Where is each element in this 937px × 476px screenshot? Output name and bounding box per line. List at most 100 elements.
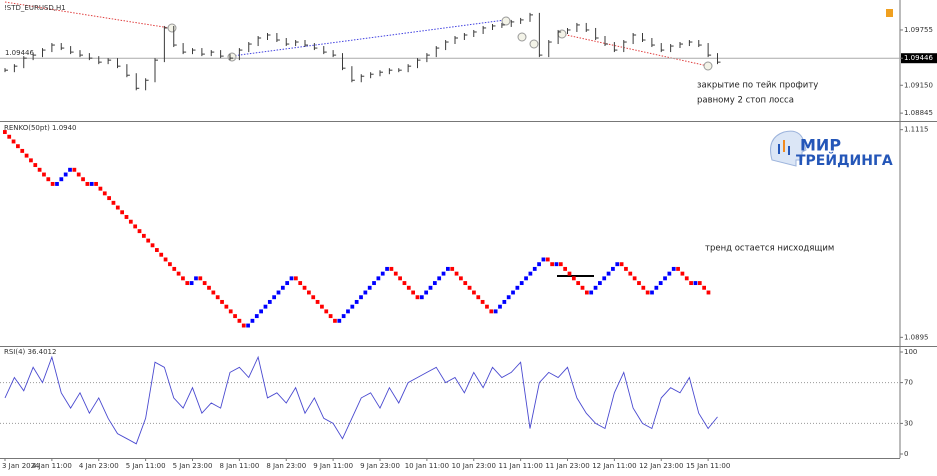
renko-brick (554, 262, 559, 267)
renko-brick (385, 266, 389, 271)
renko-brick (228, 309, 233, 314)
renko-brick (16, 144, 20, 149)
renko-brick (289, 276, 294, 281)
renko-brick (24, 153, 29, 158)
renko-brick (359, 295, 363, 300)
renko-brick (511, 290, 515, 295)
renko-brick (485, 304, 489, 309)
renko-brick (194, 276, 198, 281)
renko-brick (259, 309, 263, 314)
renko-brick (324, 309, 329, 314)
renko-brick (502, 299, 507, 304)
renko-brick (3, 130, 7, 134)
renko-brick (211, 290, 216, 295)
renko-brick (402, 281, 407, 286)
renko-brick (411, 290, 416, 295)
renko-brick (641, 285, 646, 290)
renko-brick (650, 290, 654, 295)
y-tick-label: 1.09755 (904, 26, 933, 34)
renko-brick (107, 196, 111, 201)
renko-brick (42, 172, 46, 177)
renko-brick (102, 191, 107, 196)
renko-brick (111, 200, 116, 205)
logo-candle (788, 146, 790, 155)
renko-brick (76, 172, 81, 177)
renko-brick (589, 290, 594, 295)
renko-brick (172, 266, 177, 271)
renko-brick (454, 271, 459, 276)
renko-brick (254, 314, 259, 319)
trade-marker (167, 23, 177, 33)
x-tick-label: 3 Jan 2024 (2, 462, 40, 470)
renko-brick (624, 266, 628, 271)
x-tick-label: 12 Jan 23:00 (639, 462, 683, 470)
renko-brick (293, 276, 298, 281)
renko-brick (450, 266, 455, 271)
renko-brick (472, 290, 476, 295)
renko-brick (606, 271, 611, 276)
trade-line (231, 19, 506, 57)
renko-brick (706, 290, 711, 295)
renko-brick (380, 271, 385, 276)
renko-brick (658, 281, 663, 286)
renko-brick (506, 295, 511, 300)
pane-title: RENKO(50pt) 1.0940 (4, 124, 77, 132)
renko-brick (315, 299, 320, 304)
renko-brick (29, 158, 33, 163)
renko-brick (697, 281, 702, 286)
renko-brick (346, 309, 350, 314)
renko-brick (159, 252, 164, 257)
renko-brick (85, 181, 90, 186)
renko-brick (684, 276, 689, 281)
trade-markers (167, 16, 713, 71)
renko-brick (302, 285, 307, 290)
y-tick-label: 1.09150 (904, 81, 933, 89)
renko-brick (476, 295, 481, 300)
trade-line (4, 1, 171, 29)
renko-brick (11, 139, 16, 144)
rsi-line (4, 355, 718, 445)
renko-brick (124, 215, 129, 219)
renko-brick (337, 318, 342, 323)
renko-brick (398, 276, 402, 281)
renko-brick (393, 271, 398, 276)
renko-brick (37, 167, 42, 172)
renko-brick (181, 276, 185, 281)
logo: МИР ТРЕЙДИНГА (770, 130, 893, 169)
renko-brick (59, 177, 64, 182)
x-tick-label: 15 Jan 11:00 (686, 462, 730, 470)
x-tick-label: 8 Jan 23:00 (266, 462, 306, 470)
renko-brick (250, 318, 255, 323)
renko-brick (50, 181, 55, 186)
renko-brick (155, 248, 159, 252)
renko-brick (419, 295, 424, 300)
x-tick-label: 11 Jan 11:00 (498, 462, 542, 470)
renko-brick (541, 257, 546, 262)
renko-brick (128, 219, 133, 224)
logo-candle (778, 144, 780, 154)
renko-brick (671, 266, 676, 271)
renko-brick (176, 271, 181, 276)
renko-brick (285, 281, 290, 286)
renko-brick (150, 243, 155, 248)
renko-brick (241, 323, 246, 328)
renko-brick (215, 295, 220, 300)
renko-brick (363, 290, 368, 295)
renko-brick (680, 271, 685, 276)
renko-brick (163, 257, 168, 262)
renko-brick (459, 276, 463, 281)
renko-brick (246, 323, 250, 328)
y-tick-label: 30 (904, 419, 913, 427)
renko-brick (115, 205, 120, 210)
renko-brick (354, 299, 359, 304)
renko-brick (702, 285, 706, 290)
trade-marker (227, 52, 237, 62)
pane-title: !STD_EURUSD,H1 (4, 4, 66, 12)
renko-brick (537, 262, 541, 267)
renko-brick (628, 271, 633, 276)
trade-marker (501, 16, 511, 26)
x-tick-label: 9 Jan 23:00 (360, 462, 400, 470)
renko-brick (645, 290, 650, 295)
renko-brick (185, 281, 190, 286)
